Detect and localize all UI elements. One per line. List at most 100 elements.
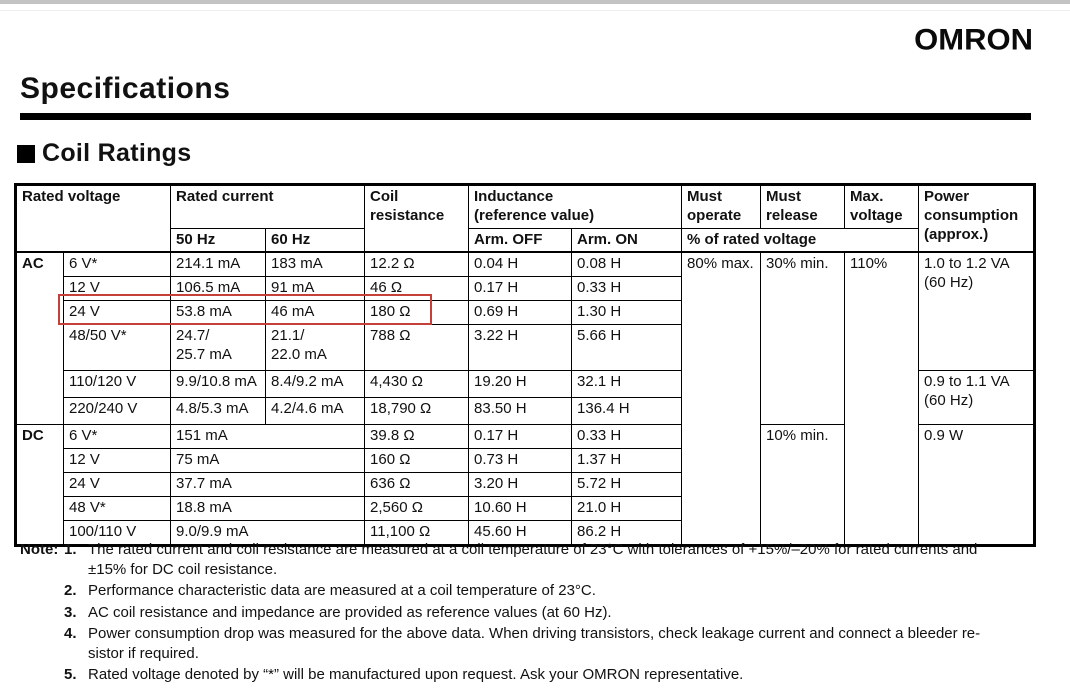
table-row: 110/120 V 9.9/10.8 mA 8.4/9.2 mA 4,430 Ω… <box>16 370 1036 425</box>
table-cell: 39.8 Ω <box>364 424 470 449</box>
table-row: 48/50 V* 24.7/ 25.7 mA 21.1/ 22.0 mA 788… <box>16 324 1035 371</box>
note-text: Power consumption drop was measured for … <box>88 625 981 662</box>
table-cell: 0.69 H <box>468 300 573 325</box>
col-header-inductance: Inductance (reference value) <box>468 184 683 229</box>
table-row: 12 V 106.5 mA 91 mA 46 Ω 0.17 H 0.33 H <box>16 276 1035 301</box>
page-title: Specifications <box>20 72 231 105</box>
page-top-faint-line <box>0 10 1070 11</box>
col-header-arm-on: Arm. ON <box>571 227 683 254</box>
table-cell: 4.2/4.6 mA <box>265 397 366 425</box>
table-cell: 0.33 H <box>571 424 683 449</box>
table-cell: 788 Ω <box>364 324 470 371</box>
table-cell: 110/120 V <box>62 370 172 398</box>
table-cell: 45.60 H <box>468 520 573 546</box>
table-cell: 214.1 mA <box>170 251 267 278</box>
col-header-60hz: 60 Hz <box>265 227 366 254</box>
table-cell: 1.37 H <box>571 448 683 473</box>
table-cell: 4.8/5.3 mA <box>170 397 267 425</box>
table-cell: 12.2 Ω <box>364 251 470 278</box>
section-marker-icon <box>17 144 35 163</box>
table-cell: 0.17 H <box>468 424 573 449</box>
col-header-rated-voltage: Rated voltage <box>14 184 172 254</box>
note-item: Note: 1. The rated current and coil resi… <box>20 540 1042 579</box>
col-header-must-release: Must release <box>760 184 846 229</box>
note-label: Note: <box>20 541 59 558</box>
table-cell: 3.20 H <box>468 472 573 497</box>
note-item: 4. Power consumption drop was measured f… <box>20 624 1042 663</box>
col-header-max-voltage: Max. voltage <box>844 184 920 229</box>
table-cell: 100/110 V <box>62 520 172 546</box>
table-cell: 11,100 Ω <box>364 520 470 546</box>
table-cell: 9.9/10.8 mA <box>170 370 267 398</box>
omron-logo: OMRON <box>914 22 1033 57</box>
table-cell: 21.0 H <box>571 496 683 521</box>
table-cell: 24 V <box>62 300 172 325</box>
note-number: 4. <box>64 625 77 642</box>
table-cell: 6 V* <box>62 251 172 278</box>
page-top-edge <box>0 0 1070 4</box>
note-number: 2. <box>64 582 77 599</box>
table-row: AC 6 V* 214.1 mA 183 mA 12.2 Ω 0.04 H 0.… <box>15 251 1036 546</box>
table-cell: 160 Ω <box>364 448 470 473</box>
table-cell: 19.20 H <box>468 370 573 398</box>
table-cell: 136.4 H <box>571 397 683 425</box>
table-row: 12 V 75 mA 160 Ω 0.73 H 1.37 H <box>16 448 1035 473</box>
note-text: The rated current and coil resistance ar… <box>88 541 978 578</box>
notes-section: Note: 1. The rated current and coil resi… <box>20 540 1042 687</box>
table-row: 48 V* 18.8 mA 2,560 Ω 10.60 H 21.0 H <box>16 496 1035 521</box>
table-cell: 24.7/ 25.7 mA <box>170 324 267 371</box>
table-cell: 151 mA <box>170 424 366 449</box>
cell-power-dc: 0.9 W <box>918 424 1036 546</box>
table-cell: 86.2 H <box>571 520 683 546</box>
table-cell: 8.4/9.2 mA <box>265 370 366 398</box>
note-number: 1. <box>64 541 77 558</box>
table-cell: 53.8 mA <box>170 300 267 325</box>
table-cell: 0.08 H <box>571 251 683 278</box>
table-cell: 106.5 mA <box>170 276 267 301</box>
note-text: AC coil resistance and impedance are pro… <box>88 603 612 621</box>
table-cell: 0.33 H <box>571 276 683 301</box>
table-cell: 48 V* <box>62 496 172 521</box>
col-header-rated-current: Rated current <box>170 184 366 229</box>
table-row: DC 6 V* 151 mA 39.8 Ω 0.17 H 0.33 H 10% … <box>15 424 1036 546</box>
cell-power-ac-1: 1.0 to 1.2 VA (60 Hz) <box>918 251 1036 372</box>
table-cell: 9.0/9.9 mA <box>170 520 366 546</box>
note-item: 3. AC coil resistance and impedance are … <box>20 603 1042 623</box>
table-cell: 46 Ω <box>364 276 470 301</box>
table-cell: 18,790 Ω <box>364 397 470 425</box>
cell-power-ac-2: 0.9 to 1.1 VA (60 Hz) <box>918 370 1036 425</box>
group-label-ac: AC <box>15 251 64 426</box>
col-header-coil-resistance: Coil resistance <box>364 184 470 254</box>
table-cell: 18.8 mA <box>170 496 366 521</box>
cell-must-release-ac: 30% min. <box>760 251 846 426</box>
table-cell: 48/50 V* <box>62 324 172 371</box>
coil-ratings-table-wrap: Rated voltage Rated current Coil resista… <box>14 183 1037 547</box>
col-header-power-consumption: Power consumption (approx.) <box>918 184 1036 254</box>
table-cell: 12 V <box>62 276 172 301</box>
table-row: 100/110 V 9.0/9.9 mA 11,100 Ω 45.60 H 86… <box>16 520 1035 546</box>
table-cell: 3.22 H <box>468 324 573 371</box>
table-cell: 6 V* <box>62 424 172 449</box>
table-cell: 1.30 H <box>571 300 683 325</box>
table-cell: 220/240 V <box>62 397 172 425</box>
table-cell: 5.72 H <box>571 472 683 497</box>
col-header-50hz: 50 Hz <box>170 227 267 254</box>
table-cell: 24 V <box>62 472 172 497</box>
col-header-pct-rated-voltage: % of rated voltage <box>681 227 920 254</box>
table-cell: 46 mA <box>265 300 366 325</box>
table-cell: 5.66 H <box>571 324 683 371</box>
note-text: Performance characteristic data are meas… <box>88 582 596 599</box>
table-cell: 636 Ω <box>364 472 470 497</box>
table-cell: 2,560 Ω <box>364 496 470 521</box>
table-cell: 183 mA <box>265 251 366 278</box>
table-cell: 12 V <box>62 448 172 473</box>
group-label-dc: DC <box>15 424 64 546</box>
table-row: 220/240 V 4.8/5.3 mA 4.2/4.6 mA 18,790 Ω… <box>16 397 1035 425</box>
table-cell: 10.60 H <box>468 496 573 521</box>
table-row-highlighted: 24 V 53.8 mA 46 mA 180 Ω 0.69 H 1.30 H <box>16 300 1035 325</box>
cell-must-release-dc: 10% min. <box>760 424 846 546</box>
col-header-must-operate: Must operate <box>681 184 762 229</box>
note-number: 3. <box>64 603 77 621</box>
table-cell: 91 mA <box>265 276 366 301</box>
